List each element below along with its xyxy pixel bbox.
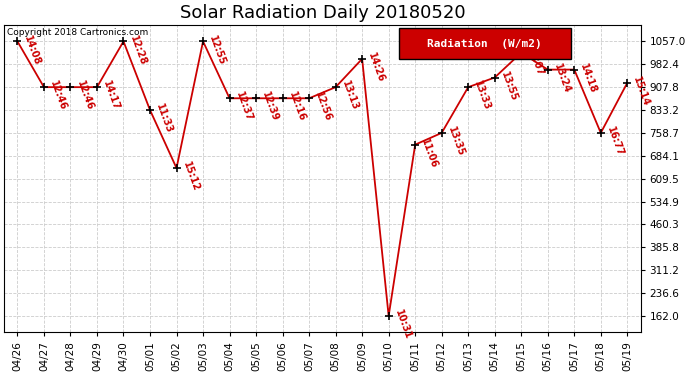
Text: 14:26: 14:26 — [366, 51, 386, 84]
Text: 12:07: 12:07 — [525, 45, 545, 78]
Text: 12:28: 12:28 — [128, 34, 148, 66]
Text: 13:24: 13:24 — [552, 62, 572, 94]
Text: 12:46: 12:46 — [75, 80, 95, 112]
Text: 12:46: 12:46 — [48, 80, 68, 112]
Text: 14:08: 14:08 — [21, 34, 41, 66]
Text: 12:37: 12:37 — [234, 91, 254, 123]
Text: 12:16: 12:16 — [287, 91, 307, 123]
FancyBboxPatch shape — [399, 28, 571, 59]
Text: 13:13: 13:13 — [339, 80, 359, 112]
Title: Solar Radiation Daily 20180520: Solar Radiation Daily 20180520 — [179, 4, 465, 22]
Text: 16:77: 16:77 — [605, 125, 625, 158]
Text: 14:17: 14:17 — [101, 80, 121, 112]
Text: 13:33: 13:33 — [473, 80, 493, 112]
Text: 12:56: 12:56 — [313, 91, 333, 123]
Text: 13:35: 13:35 — [446, 125, 466, 158]
Text: 10:31: 10:31 — [393, 308, 413, 341]
Text: Radiation  (W/m2): Radiation (W/m2) — [427, 39, 542, 48]
Text: 13:55: 13:55 — [499, 70, 519, 102]
Text: 12:39: 12:39 — [260, 91, 280, 123]
Text: 11:33: 11:33 — [154, 102, 174, 135]
Text: 15:12: 15:12 — [181, 160, 201, 193]
Text: 14:18: 14:18 — [578, 62, 598, 94]
Text: Copyright 2018 Cartronics.com: Copyright 2018 Cartronics.com — [8, 28, 148, 37]
Text: 11:06: 11:06 — [420, 137, 440, 170]
Text: 15:14: 15:14 — [631, 75, 651, 108]
Text: 12:55: 12:55 — [207, 34, 227, 66]
